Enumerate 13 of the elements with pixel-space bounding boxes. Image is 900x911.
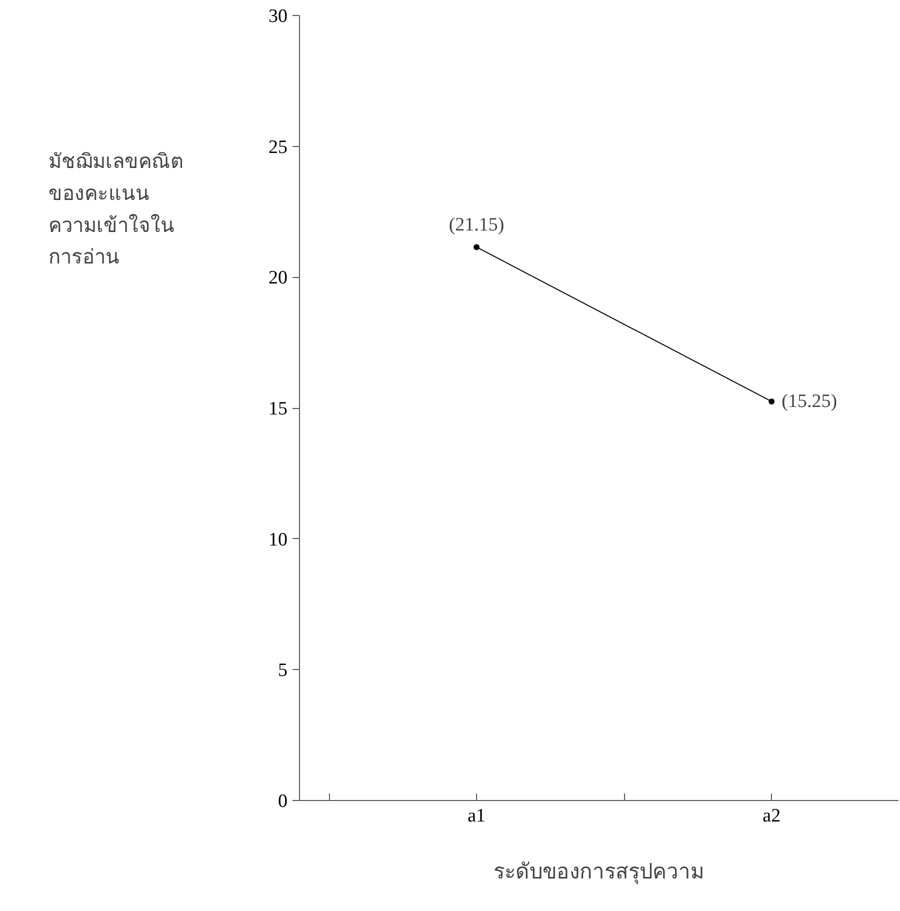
data-label: (21.15) <box>448 214 504 236</box>
y-tick-label: 20 <box>268 268 288 289</box>
x-axis-title: ระดับของการสรุปความ <box>494 860 704 884</box>
y-axis-title: มัชฌิมเลขคณิต ของคะแนน ความเข้าใจใน การอ่าน <box>48 150 184 269</box>
y-tick-label: 10 <box>268 529 288 550</box>
data-label: (15.25) <box>782 390 838 412</box>
x-tick-label: a2 <box>762 806 781 826</box>
x-tick-label: a1 <box>468 806 486 826</box>
y-tick-label: 0 <box>278 791 288 812</box>
y-tick-label: 15 <box>268 398 288 420</box>
y-tick-label: 30 <box>268 6 288 27</box>
y-tick-label: 25 <box>268 136 288 158</box>
y-tick-label: 5 <box>278 660 288 682</box>
